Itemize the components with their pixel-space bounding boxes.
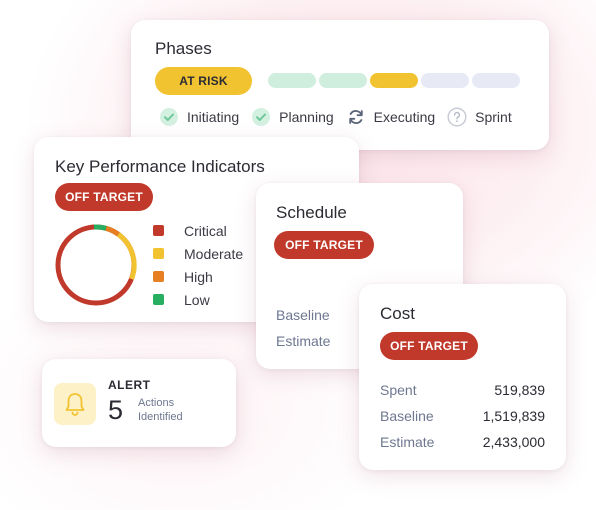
legend-swatch [153, 225, 164, 236]
schedule-status-badge: OFF TARGET [274, 231, 374, 259]
phase-item-label: Initiating [187, 109, 240, 125]
legend-item-high: High [153, 265, 243, 288]
kpi-status-badge: OFF TARGET [55, 183, 153, 211]
cost-row-baseline: Baseline 1,519,839 [380, 408, 545, 424]
schedule-baseline-label: Baseline [276, 307, 330, 323]
phases-title: Phases [155, 39, 212, 58]
alert-count: 5 [108, 395, 124, 425]
phase-progress-segment [421, 73, 469, 88]
cost-row-value: 2,433,000 [482, 434, 545, 450]
phase-progress-segment [370, 73, 418, 88]
legend-swatch [153, 271, 164, 282]
kpi-title: Key Performance Indicators [55, 157, 265, 176]
phase-item-label: Sprint [475, 109, 512, 125]
cost-title: Cost [380, 304, 415, 323]
legend-label: High [184, 268, 213, 285]
refresh-icon [346, 107, 366, 127]
cost-row-estimate: Estimate 2,433,000 [380, 434, 545, 450]
legend-item-low: Low [153, 288, 243, 311]
phase-item-sprint[interactable]: Sprint [447, 107, 512, 127]
phase-progress-segment [472, 73, 520, 88]
phase-progress-segment [268, 73, 316, 88]
cost-status-badge: OFF TARGET [380, 332, 478, 360]
phase-item-planning[interactable]: Planning [251, 107, 334, 127]
legend-item-moderate: Moderate [153, 242, 243, 265]
bell-icon [65, 393, 85, 416]
cost-row-value: 519,839 [494, 382, 545, 398]
donut-segment-high [105, 225, 120, 237]
phase-item-initiating[interactable]: Initiating [159, 107, 239, 127]
legend-label: Low [184, 291, 210, 308]
legend-item-critical: Critical [153, 219, 243, 242]
phases-status-badge: AT RISK [155, 67, 252, 95]
bell-icon-container [54, 383, 96, 425]
alert-label: ALERT [108, 378, 151, 392]
cost-row-spent: Spent 519,839 [380, 382, 545, 398]
cost-card: Cost OFF TARGET Spent 519,839 Baseline 1… [359, 284, 566, 470]
phase-item-executing[interactable]: Executing [346, 107, 435, 127]
legend-label: Moderate [184, 245, 244, 262]
check-circle-icon [251, 107, 271, 127]
cost-row-label: Estimate [380, 434, 435, 450]
legend-label: Critical [184, 222, 227, 239]
phase-item-label: Executing [373, 109, 436, 125]
phase-progress-segment [319, 73, 367, 88]
donut-segment-low [93, 224, 107, 231]
schedule-title: Schedule [276, 203, 347, 222]
phase-list: Initiating Planning Executing Sprint [159, 107, 524, 127]
cost-row-label: Spent [380, 382, 417, 398]
legend-swatch [153, 294, 164, 305]
kpi-legend: Critical Moderate High Low [153, 219, 243, 311]
phase-item-label: Planning [279, 109, 334, 125]
legend-swatch [153, 248, 164, 259]
alert-description: Actions Identified [138, 397, 183, 423]
kpi-donut-chart [55, 224, 137, 306]
donut-segment-moderate [116, 232, 137, 280]
cost-row-value: 1,519,839 [482, 408, 545, 424]
cost-row-label: Baseline [380, 408, 434, 424]
alert-card[interactable]: ALERT 5 Actions Identified [42, 359, 236, 447]
phases-card: Phases AT RISK Initiating Planning Execu… [131, 20, 549, 150]
kpi-card: Key Performance Indicators OFF TARGET Cr… [34, 137, 359, 322]
schedule-estimate-label: Estimate [276, 333, 331, 349]
check-circle-icon [159, 107, 179, 127]
question-circle-icon [447, 107, 467, 127]
